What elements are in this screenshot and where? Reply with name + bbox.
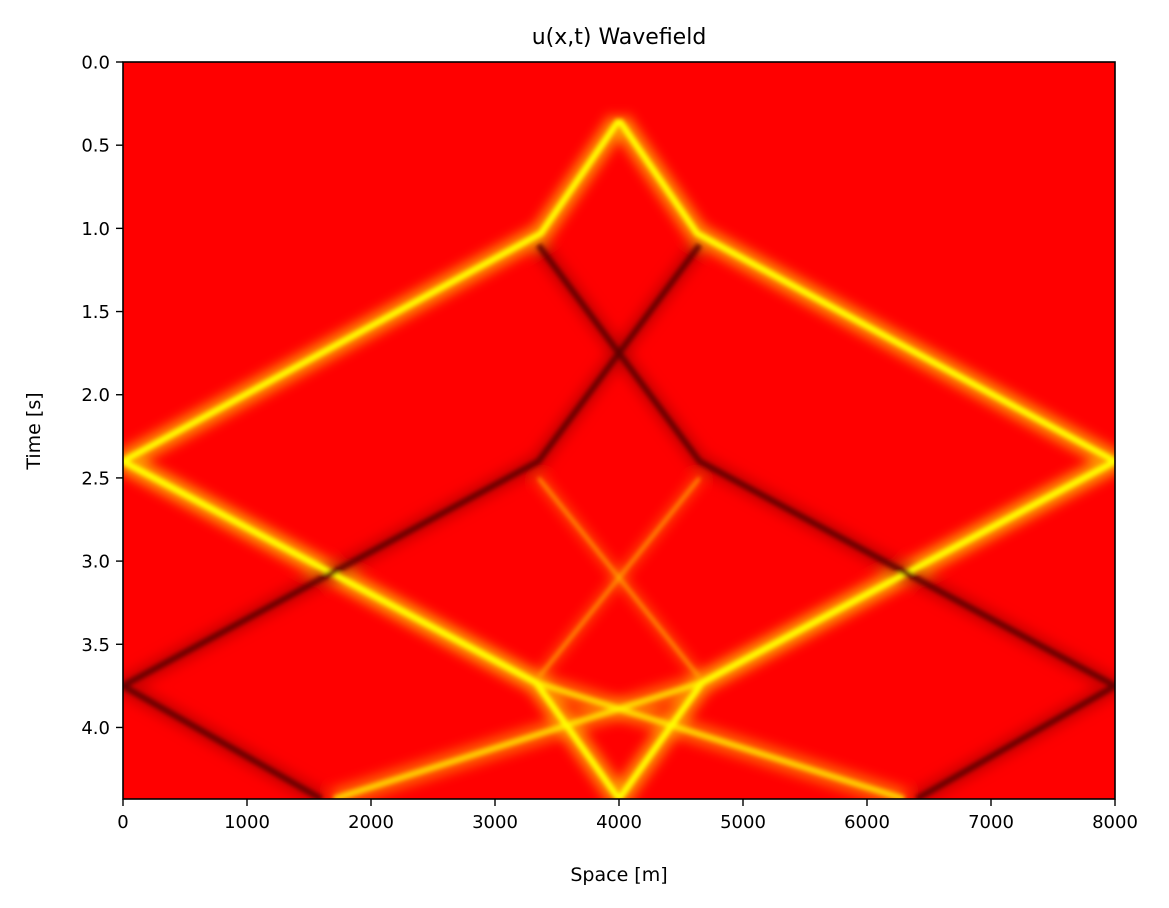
wavefront-line-1 — [616, 118, 1115, 799]
y-axis: 0.0 0.5 1.0 1.5 2.0 2.5 3.0 3.5 4.0 — [81, 53, 123, 739]
chart-title: u(x,t) Wavefield — [532, 25, 707, 50]
y-tick-label: 2.5 — [81, 468, 110, 489]
x-tick-label: 5000 — [720, 812, 766, 833]
y-axis-label: Time [s] — [23, 392, 45, 470]
heatmap-background — [123, 62, 1115, 799]
y-tick-label: 0.0 — [81, 53, 110, 74]
y-tick-label: 4.0 — [81, 718, 110, 739]
wavefront-line-0 — [123, 118, 622, 799]
x-tick-label: 7000 — [968, 812, 1014, 833]
y-tick-label: 2.0 — [81, 385, 110, 406]
wavefront-line-4 — [535, 243, 1115, 799]
y-tick-label: 3.5 — [81, 635, 110, 656]
y-tick-label: 1.5 — [81, 302, 110, 323]
wavefront-line-7 — [537, 476, 701, 679]
x-tick-label: 0 — [117, 812, 128, 833]
x-axis-label: Space [m] — [570, 864, 667, 886]
x-tick-label: 3000 — [472, 812, 518, 833]
wavefront-line-3 — [123, 458, 906, 799]
x-tick-label: 6000 — [844, 812, 890, 833]
wavefront-line-2 — [332, 458, 1115, 799]
x-tick-label: 1000 — [224, 812, 270, 833]
x-tick-label: 8000 — [1092, 812, 1138, 833]
wavefront-line-5 — [123, 243, 703, 799]
x-tick-label: 4000 — [596, 812, 642, 833]
plot-area — [123, 62, 1115, 799]
x-axis: 0 1000 2000 3000 4000 5000 6000 7000 8000 — [117, 799, 1138, 833]
y-tick-label: 0.5 — [81, 136, 110, 157]
y-tick-label: 3.0 — [81, 552, 110, 573]
y-tick-label: 1.0 — [81, 219, 110, 240]
wavefront-core-layer — [123, 118, 1115, 799]
x-tick-label: 2000 — [348, 812, 394, 833]
